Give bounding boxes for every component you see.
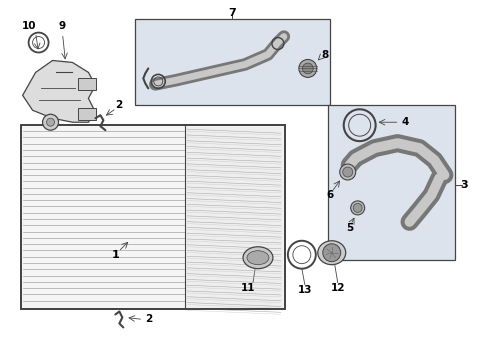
Text: 12: 12 xyxy=(330,283,345,293)
Text: 2: 2 xyxy=(115,100,122,110)
Circle shape xyxy=(323,244,341,262)
Bar xyxy=(78,108,97,120)
Text: 2: 2 xyxy=(145,314,152,324)
Bar xyxy=(185,127,283,307)
Bar xyxy=(328,105,455,260)
Circle shape xyxy=(343,167,353,177)
Ellipse shape xyxy=(247,251,269,265)
Circle shape xyxy=(351,201,365,215)
Text: 13: 13 xyxy=(297,284,312,294)
Text: 6: 6 xyxy=(326,190,333,200)
Bar xyxy=(21,125,285,310)
Text: 10: 10 xyxy=(22,21,36,31)
Circle shape xyxy=(299,59,317,77)
Text: 8: 8 xyxy=(322,50,329,60)
Text: 7: 7 xyxy=(228,8,236,18)
Text: 1: 1 xyxy=(112,250,119,260)
Text: 4: 4 xyxy=(401,117,409,127)
Circle shape xyxy=(302,63,313,74)
Circle shape xyxy=(43,114,58,130)
Text: 11: 11 xyxy=(241,283,255,293)
Circle shape xyxy=(47,118,54,126)
Bar xyxy=(21,125,285,310)
Polygon shape xyxy=(23,60,96,122)
Text: 3: 3 xyxy=(461,180,468,190)
Ellipse shape xyxy=(318,241,346,265)
Text: 5: 5 xyxy=(346,223,353,233)
Bar xyxy=(135,19,330,105)
Circle shape xyxy=(340,164,356,180)
Bar xyxy=(78,78,97,90)
Text: 9: 9 xyxy=(59,21,66,31)
Circle shape xyxy=(353,203,362,212)
Ellipse shape xyxy=(243,247,273,269)
